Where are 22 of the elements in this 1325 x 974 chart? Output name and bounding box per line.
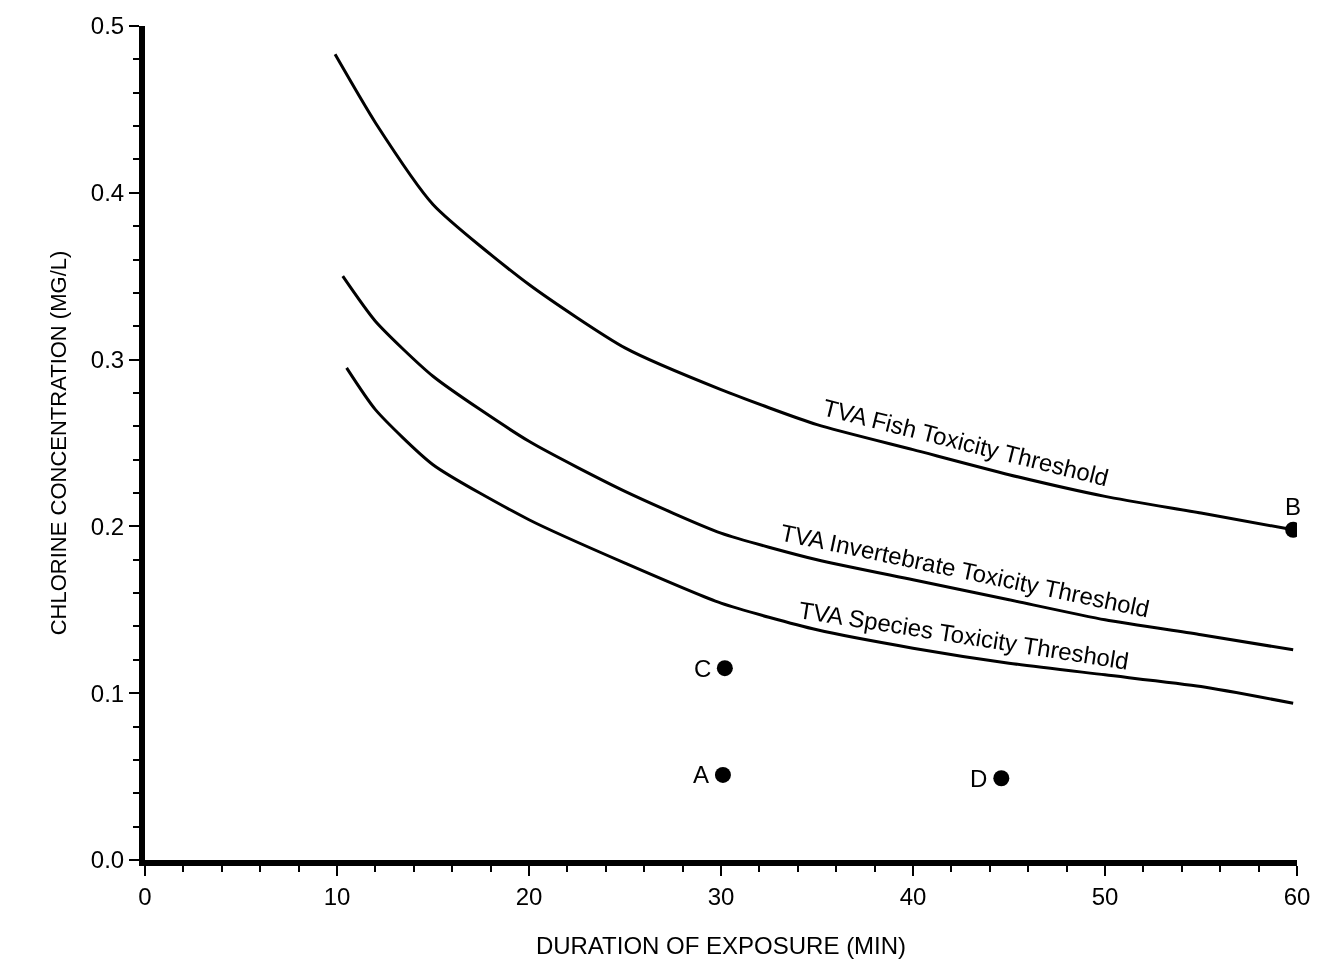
- y-tick-label: 0.0: [90, 846, 125, 874]
- point: [714, 766, 731, 783]
- y-tick-label: 0.5: [90, 12, 125, 40]
- annotation: D: [970, 765, 988, 792]
- y-tick-label: 0.3: [90, 346, 125, 373]
- x-tick-label: 30: [707, 882, 735, 910]
- annotation: C: [694, 655, 712, 682]
- annotation: B: [1285, 493, 1302, 520]
- y-tick-label: 0.2: [90, 512, 125, 540]
- x-tick-label: 10: [323, 882, 351, 910]
- x-axis-title: DURATION OF EXPOSURE (MIN): [535, 931, 907, 959]
- x-tick-label: 40: [899, 882, 927, 910]
- x-tick-label: 20: [515, 882, 543, 910]
- point: [716, 660, 733, 677]
- x-tick-label: 50: [1091, 882, 1119, 910]
- y-axis-title: CHLORINE CONCENTRATION (MG/L): [46, 250, 72, 636]
- y-tick-label: 0.4: [90, 179, 125, 207]
- annotation: A: [693, 761, 710, 788]
- point: [993, 770, 1010, 787]
- x-tick-label: 0: [138, 882, 152, 910]
- x-tick-label: 60: [1283, 882, 1311, 910]
- y-tick-label: 0.1: [90, 679, 125, 707]
